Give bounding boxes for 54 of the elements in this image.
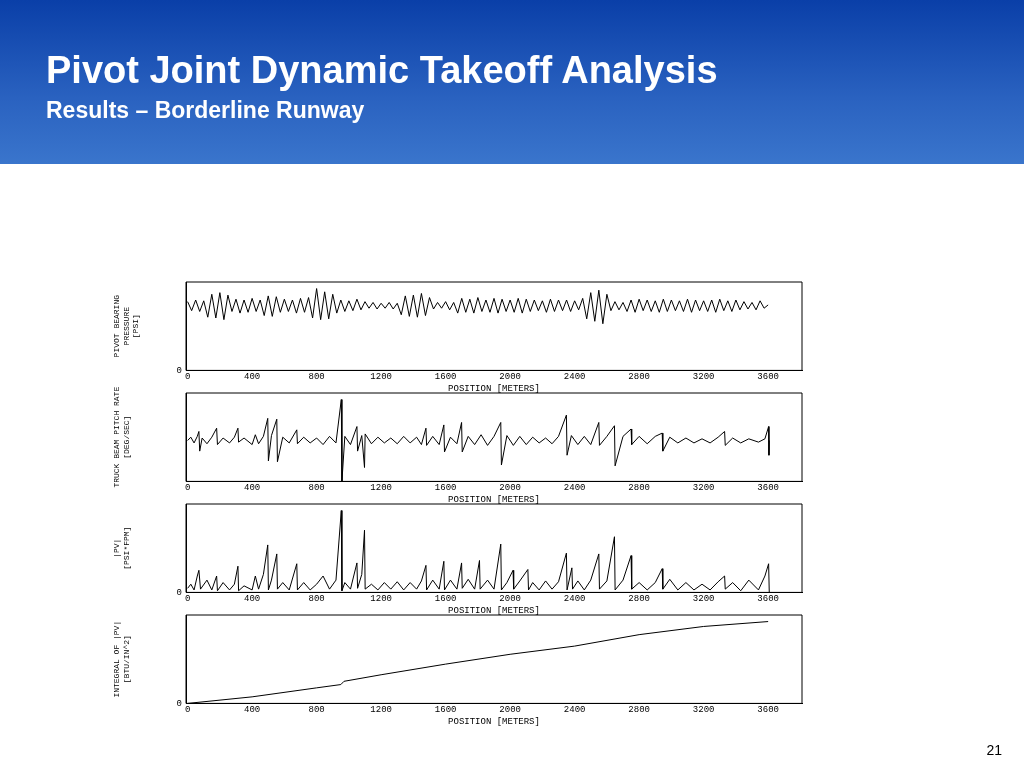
text: 0	[176, 587, 182, 598]
x-tick-label: 800	[308, 483, 325, 494]
x-tick-label: 0	[184, 483, 191, 494]
text: 21	[986, 742, 1002, 758]
x-tick-label: 1200	[370, 594, 392, 605]
x-axis-title: POSITION [METERS]	[448, 383, 540, 394]
x-tick-label: 3600	[757, 705, 779, 716]
x-tick-label: 400	[244, 483, 261, 494]
x-tick-label: 800	[308, 372, 325, 383]
x-tick-label: 1200	[370, 372, 392, 383]
x-tick-label: 3200	[692, 705, 715, 716]
x-tick-label: 2400	[563, 372, 586, 383]
x-tick-label: 2800	[628, 483, 650, 494]
x-tick-label: 3600	[757, 594, 779, 605]
x-tick-label: 1600	[434, 705, 457, 716]
x-tick-label: 800	[308, 594, 325, 605]
x-tick-label: 2800	[628, 372, 650, 383]
x-tick-label: 3200	[692, 372, 715, 383]
x-tick-label: 3200	[692, 483, 715, 494]
text: 0	[176, 698, 182, 709]
x-tick-label: 400	[244, 705, 261, 716]
x-tick-label: 1600	[434, 594, 457, 605]
x-axis-title: POSITION [METERS]	[448, 605, 540, 616]
chart-title: Pivot Joint Dynamic Takeoff Analysis	[46, 48, 718, 92]
x-axis-title: POSITION [METERS]	[448, 716, 540, 727]
x-tick-label: 2800	[628, 705, 650, 716]
y-axis-title: PIVOT BEARING PRESSURE [PSI]	[111, 294, 141, 358]
x-tick-label: 2400	[563, 705, 586, 716]
x-tick-label: 3600	[757, 483, 779, 494]
x-tick-label: 2000	[499, 483, 521, 494]
x-tick-label: 1200	[370, 705, 392, 716]
x-tick-label: 1600	[434, 372, 457, 383]
y-axis-title: TRUCK BEAM PITCH RATE [DEG/SEC]	[111, 386, 131, 488]
y-axis-title: INTEGRAL OF |PV| [BTU/IN^2]	[111, 620, 131, 698]
text: 0	[176, 365, 182, 376]
x-axis-title: POSITION [METERS]	[448, 494, 540, 505]
x-tick-label: 1600	[434, 483, 457, 494]
chart-subtitle: Results – Borderline Runway	[46, 96, 365, 124]
x-tick-label: 400	[244, 594, 261, 605]
x-tick-label: 2000	[499, 705, 521, 716]
x-tick-label: 0	[184, 705, 191, 716]
x-tick-label: 3600	[757, 372, 779, 383]
x-tick-label: 0	[184, 372, 191, 383]
x-tick-label: 3200	[692, 594, 715, 605]
x-tick-label: 1200	[370, 483, 392, 494]
x-tick-label: 2400	[563, 594, 586, 605]
x-tick-label: 2000	[499, 372, 521, 383]
x-tick-label: 800	[308, 705, 325, 716]
x-tick-label: 2000	[499, 594, 521, 605]
x-tick-label: 0	[184, 594, 191, 605]
x-tick-label: 400	[244, 372, 261, 383]
x-tick-label: 2800	[628, 594, 650, 605]
x-tick-label: 2400	[563, 483, 586, 494]
y-axis-title: |PV| [PSI*FPM]	[111, 526, 131, 570]
